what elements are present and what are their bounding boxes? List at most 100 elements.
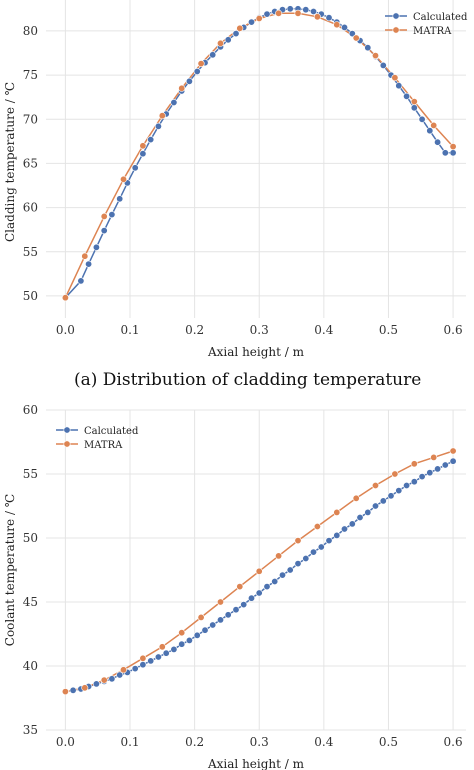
data-point-calculated [154,653,162,661]
data-point-calculated [449,149,457,157]
data-point-matra [61,294,69,302]
data-point-matra [236,583,244,591]
data-point-calculated [69,686,77,694]
data-point-calculated [170,99,178,107]
data-point-calculated [325,14,333,22]
data-point-matra [236,24,244,32]
legend-swatch-marker [392,26,400,34]
data-point-calculated [154,122,162,130]
x-tick-label: 0.6 [444,735,463,749]
legend-label: MATRA [413,26,452,37]
data-point-calculated [333,531,341,539]
data-point-calculated [271,577,279,585]
data-point-calculated [340,23,348,31]
data-point-calculated [403,92,411,100]
y-tick-label: 60 [23,201,38,215]
data-point-matra [333,508,341,516]
data-point-matra [178,84,186,92]
data-point-calculated [248,18,256,26]
y-tick-labels: 50 55 60 65 70 75 80 [23,24,38,303]
y-tick-label: 35 [23,723,38,737]
data-point-matra [410,460,418,468]
data-point-calculated [426,127,434,135]
data-point-matra [294,9,302,17]
data-point-matra [352,34,360,42]
data-point-calculated [170,645,178,653]
plot-area [46,0,466,318]
data-point-calculated [410,104,418,112]
data-point-calculated [278,571,286,579]
data-point-calculated [232,30,240,38]
x-tick-label: 0.2 [185,735,204,749]
data-point-matra [100,212,108,220]
data-point-calculated [371,502,379,510]
cladding-temperature-chart: 0.0 0.1 0.2 0.3 0.4 0.5 0.6 50 55 60 65 70 75 80 Axi… [3,0,468,390]
data-point-calculated [317,543,325,551]
data-point-calculated [193,68,201,76]
data-point-calculated [139,150,147,158]
data-point-calculated [403,481,411,489]
x-tick-label: 0.1 [120,735,139,749]
data-point-calculated [356,513,364,521]
x-tick-labels: 0.0 0.1 0.2 0.3 0.4 0.5 0.6 [56,323,463,337]
data-point-calculated [224,611,232,619]
data-point-calculated [147,136,155,144]
x-tick-label: 0.3 [250,323,269,337]
data-point-calculated [309,548,317,556]
data-point-matra [100,676,108,684]
data-point-calculated [441,149,449,157]
data-point-calculated [108,211,116,219]
data-point-calculated [379,61,387,69]
series-markers [61,5,457,302]
data-point-calculated [248,594,256,602]
legend-label: Calculated [413,12,468,23]
data-point-calculated [418,115,426,123]
data-point-calculated [116,671,124,679]
data-point-matra [81,252,89,260]
series-markers [61,447,457,696]
data-point-calculated [263,10,271,18]
data-point-calculated [434,138,442,146]
y-tick-label: 50 [23,289,38,303]
data-point-matra [313,522,321,530]
data-point-calculated [340,525,348,533]
data-point-calculated [92,243,100,251]
data-point-matra [217,39,225,47]
data-point-calculated [286,566,294,574]
data-point-matra [139,654,147,662]
data-point-matra [313,13,321,21]
data-point-calculated [201,626,209,634]
data-point-calculated [286,5,294,13]
y-axis-label: Coolant temperature / ℃ [3,494,17,646]
data-point-calculated [449,457,457,465]
data-point-calculated [162,649,170,657]
x-tick-label: 0.5 [379,323,398,337]
data-point-calculated [131,164,139,172]
data-point-calculated [294,560,302,568]
data-point-calculated [426,469,434,477]
data-point-matra [371,481,379,489]
legend-label: Calculated [84,426,139,437]
data-point-calculated [255,589,263,597]
data-point-matra [275,552,283,560]
legend: Calculated MATRA [56,426,139,451]
data-point-calculated [309,8,317,16]
x-tick-label: 0.0 [56,323,75,337]
y-tick-label: 40 [23,659,38,673]
data-point-matra [371,52,379,60]
data-point-matra [158,112,166,120]
y-axis-label: Cladding temperature / ℃ [3,82,17,242]
data-point-calculated [441,461,449,469]
data-point-matra [81,684,89,692]
x-tick-label: 0.3 [250,735,269,749]
x-tick-label: 0.0 [56,735,75,749]
data-point-calculated [364,508,372,516]
data-point-matra [391,74,399,82]
data-point-calculated [100,227,108,235]
data-point-calculated [193,631,201,639]
data-point-calculated [224,36,232,44]
x-tick-label: 0.5 [379,735,398,749]
data-point-matra [255,15,263,23]
legend-swatch-marker [63,440,71,448]
